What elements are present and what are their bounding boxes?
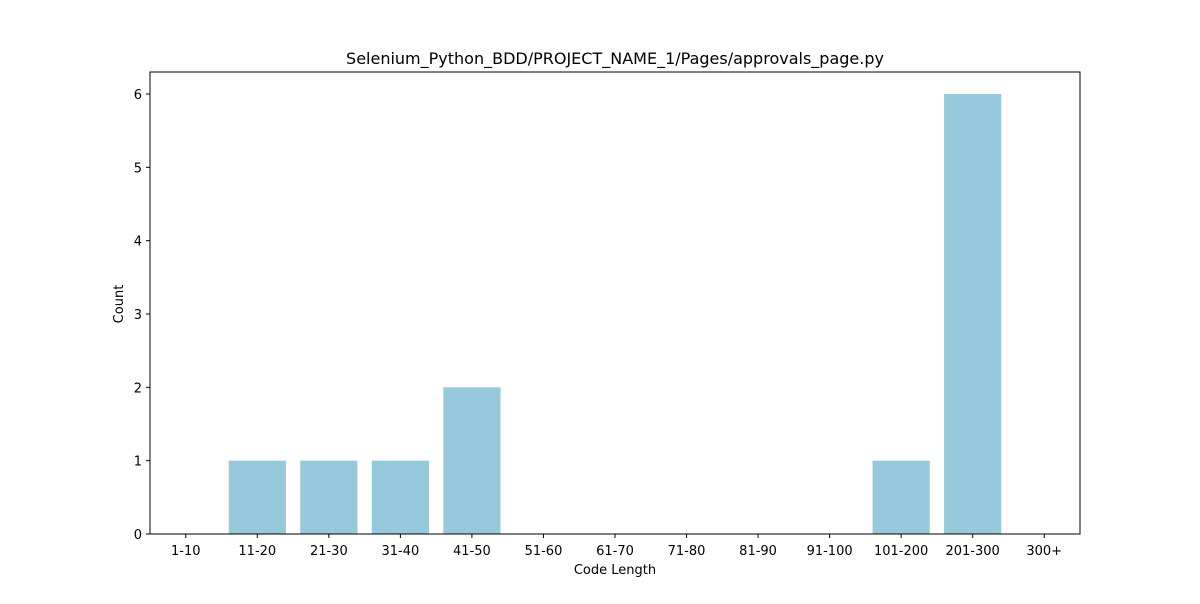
x-tick-label: 41-50	[453, 544, 491, 559]
x-tick-label: 11-20	[238, 544, 276, 559]
x-axis: 1-10 11-20 21-30 31-40 41-50 51-60 61-70 71-80 8…	[171, 534, 1062, 559]
y-tick-label: 3	[134, 308, 142, 323]
x-tick-label: 101-200	[874, 544, 928, 559]
x-tick-label: 1-10	[171, 544, 201, 559]
x-tick-label: 51-60	[525, 544, 563, 559]
x-tick-label: 61-70	[596, 544, 634, 559]
x-tick-label: 21-30	[310, 544, 348, 559]
x-tick-label: 300+	[1026, 544, 1062, 559]
bar-41-50	[443, 387, 501, 534]
x-tick-label: 201-300	[946, 544, 1000, 559]
bar-31-40	[371, 460, 429, 534]
x-tick-label: 71-80	[668, 544, 706, 559]
y-axis: 0 1 2 3 4 5 6	[134, 88, 150, 543]
chart-title: Selenium_Python_BDD/PROJECT_NAME_1/Pages…	[346, 49, 884, 69]
bar-101-200	[872, 460, 930, 534]
x-tick-label: 91-100	[807, 544, 853, 559]
y-axis-label: Count	[112, 285, 127, 324]
bar-201-300	[944, 94, 1002, 534]
y-tick-label: 1	[134, 455, 142, 470]
x-tick-label: 31-40	[381, 544, 419, 559]
y-tick-label: 2	[134, 381, 142, 396]
y-tick-label: 4	[134, 235, 142, 250]
y-tick-label: 0	[134, 528, 142, 543]
y-tick-label: 6	[134, 88, 142, 103]
bar-21-30	[300, 460, 358, 534]
bars-layer	[228, 94, 1002, 534]
x-tick-label: 81-90	[739, 544, 777, 559]
plot-frame	[149, 71, 1081, 535]
y-tick-label: 5	[134, 161, 142, 176]
bar-11-20	[228, 460, 286, 534]
x-axis-label: Code Length	[574, 563, 656, 578]
